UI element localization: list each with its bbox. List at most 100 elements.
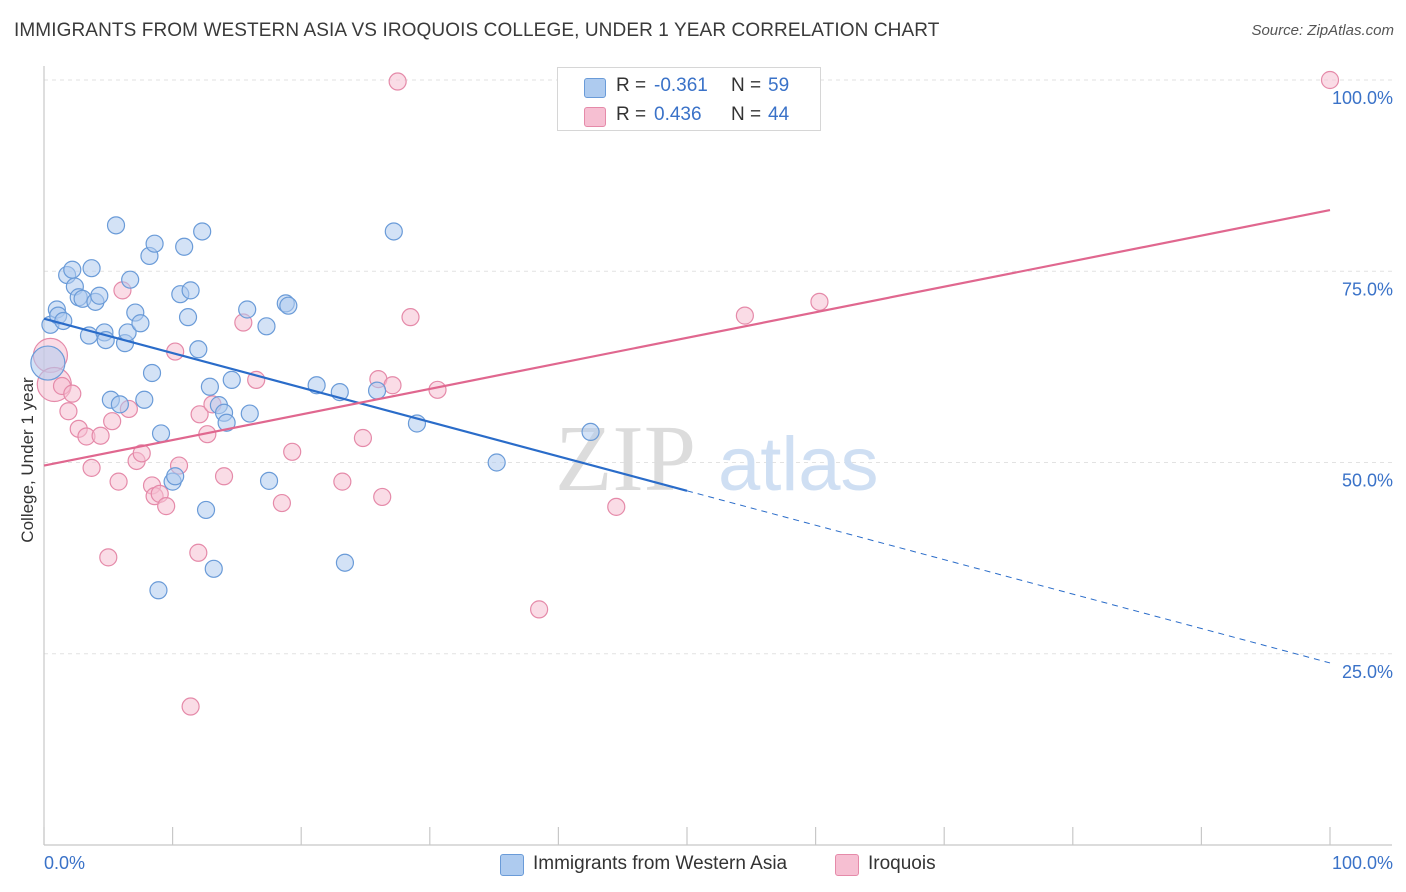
grid-lines [44, 79, 1392, 655]
western-asia-point [259, 471, 279, 490]
iroquois-point [157, 497, 176, 516]
iroquois-point [283, 442, 302, 461]
western-asia-point [110, 395, 129, 414]
western-asia-point [193, 222, 212, 241]
x-tick-label-end: 100.0% [1332, 853, 1393, 873]
n-label: N = [731, 75, 762, 96]
trend-lines [43, 208, 1331, 664]
western-asia-point [487, 453, 506, 472]
western-asia-point [181, 281, 200, 300]
western-asia-point [240, 404, 259, 423]
iroquois-trendline [43, 208, 1331, 467]
x-tick-labels: 0.0% 100.0% [44, 853, 1393, 873]
iroquois-point [189, 543, 208, 562]
y-tick-label: 25.0% [1342, 662, 1393, 682]
western-asia-point [90, 286, 109, 305]
n-value: 44 [768, 104, 790, 125]
y-tick-label: 50.0% [1342, 471, 1393, 491]
iroquois-point [99, 548, 118, 567]
legend-label: Iroquois [868, 853, 936, 874]
iroquois-point [353, 428, 373, 448]
western-asia-point [175, 237, 194, 256]
series-legend: Immigrants from Western Asia Iroquois [0, 851, 1406, 881]
iroquois-point [82, 458, 101, 477]
pink-swatch [835, 854, 859, 876]
western-asia-point [131, 314, 150, 333]
iroquois-point [59, 402, 78, 421]
iroquois-point [272, 493, 292, 513]
western-asia-point [151, 424, 171, 443]
watermark-zip: ZIP [555, 407, 696, 511]
iroquois-points [32, 70, 1340, 716]
western-asia-point [257, 317, 276, 336]
iroquois-point [132, 444, 151, 463]
r-value: -0.361 [654, 75, 708, 96]
blue-swatch [584, 78, 606, 98]
western-asia-point [196, 500, 216, 520]
watermark: ZIP atlas [555, 407, 879, 511]
correlation-legend: R = -0.361 N = 59 R = 0.436 N = 44 [557, 67, 821, 131]
n-value: 59 [768, 75, 790, 96]
iroquois-point [63, 384, 82, 403]
iroquois-point [181, 697, 200, 716]
western-asia-point [335, 553, 355, 572]
western-asia-point [178, 308, 198, 327]
watermark-atlas: atlas [718, 422, 879, 507]
western-asia-point [149, 581, 168, 600]
r-label: R = [616, 104, 647, 125]
iroquois-point [388, 72, 407, 91]
western-asia-point [279, 296, 298, 315]
y-axis-label: College, Under 1 year [18, 377, 37, 543]
western-asia-point [63, 260, 82, 279]
iroquois-point [428, 380, 447, 399]
legend-row-western-asia: R = -0.361 N = 59 [558, 72, 820, 102]
western-asia-point [238, 300, 257, 319]
iroquois-point [735, 306, 754, 325]
iroquois-point [810, 292, 829, 311]
western-asia-point [204, 559, 223, 578]
western-asia-points [30, 216, 600, 600]
r-value: 0.436 [654, 104, 702, 125]
western-asia-trendline-extension [686, 490, 1331, 664]
chart-title: IMMIGRANTS FROM WESTERN ASIA VS IROQUOIS… [14, 20, 940, 41]
y-tick-label: 75.0% [1342, 279, 1393, 299]
iroquois-point [607, 497, 626, 516]
western-asia-point [367, 381, 387, 400]
western-asia-point [222, 370, 241, 389]
iroquois-point [109, 472, 128, 491]
iroquois-point [383, 376, 402, 395]
western-asia-point [200, 377, 219, 396]
western-asia-point [121, 270, 140, 289]
western-asia-point [166, 467, 185, 486]
iroquois-point [103, 412, 122, 431]
western-asia-point [54, 311, 73, 331]
r-label: R = [616, 75, 647, 96]
axes [43, 66, 1392, 846]
western-asia-trendline [43, 317, 688, 492]
n-label: N = [731, 104, 762, 125]
iroquois-point [1320, 70, 1340, 90]
western-asia-point [135, 390, 154, 409]
western-asia-point [384, 222, 403, 241]
western-asia-point [142, 363, 162, 383]
iroquois-point [373, 487, 392, 507]
iroquois-point [214, 467, 234, 486]
western-asia-point [217, 413, 236, 432]
legend-label: Immigrants from Western Asia [533, 853, 788, 874]
legend-row-iroquois: R = 0.436 N = 44 [558, 101, 820, 131]
western-asia-point [145, 234, 164, 253]
western-asia-point [581, 422, 600, 441]
iroquois-point [530, 600, 549, 619]
iroquois-point [333, 472, 352, 491]
source-label: Source: ZipAtlas.com [1251, 22, 1394, 39]
western-asia-point [189, 340, 208, 359]
x-tick-label-start: 0.0% [44, 853, 85, 873]
western-asia-point [82, 259, 101, 278]
y-tick-label: 100.0% [1332, 88, 1393, 108]
western-asia-point [106, 216, 126, 235]
iroquois-point [190, 405, 209, 424]
western-asia-point [30, 345, 66, 381]
y-tick-labels: 25.0% 50.0% 75.0% 100.0% [1332, 88, 1393, 682]
blue-swatch [500, 854, 524, 876]
